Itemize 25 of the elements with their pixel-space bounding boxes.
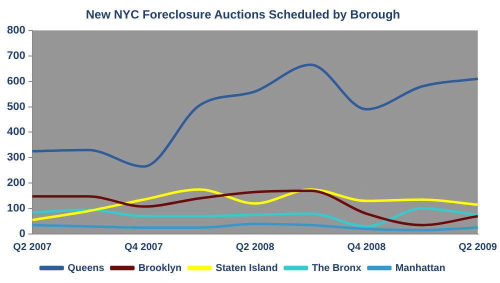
y-tick-label: 0: [19, 228, 26, 240]
y-tick-label: 200: [6, 177, 26, 190]
y-tick-label: 700: [6, 50, 26, 62]
y-tick-label: 300: [6, 152, 26, 164]
chart-title: New NYC Foreclosure Auctions Scheduled by Borough: [86, 8, 400, 22]
x-tick-label: Q2 2007: [13, 242, 52, 253]
legend-label: Manhattan: [395, 262, 446, 274]
x-tick-label: Q2 2009: [458, 242, 498, 253]
y-tick-label: 800: [6, 24, 26, 36]
y-tick-label: 500: [6, 100, 26, 113]
x-tick-label: Q4 2007: [124, 242, 164, 253]
legend-label: Staten Island: [216, 262, 278, 274]
line-series: [31, 64, 480, 168]
y-tick-label: 400: [6, 126, 26, 138]
y-tick-label: 600: [6, 75, 26, 88]
line-series: [31, 189, 480, 226]
legend-label: Brooklyn: [138, 262, 182, 274]
line-series: [31, 188, 480, 222]
x-tick-label: Q4 2008: [347, 242, 386, 253]
x-tick-label: Q2 2008: [236, 242, 275, 253]
legend-label: The Bronx: [312, 262, 362, 274]
y-tick-label: 100: [6, 202, 26, 215]
line-series: [31, 207, 480, 228]
line-series: [31, 222, 480, 232]
legend-label: Queens: [68, 262, 105, 274]
